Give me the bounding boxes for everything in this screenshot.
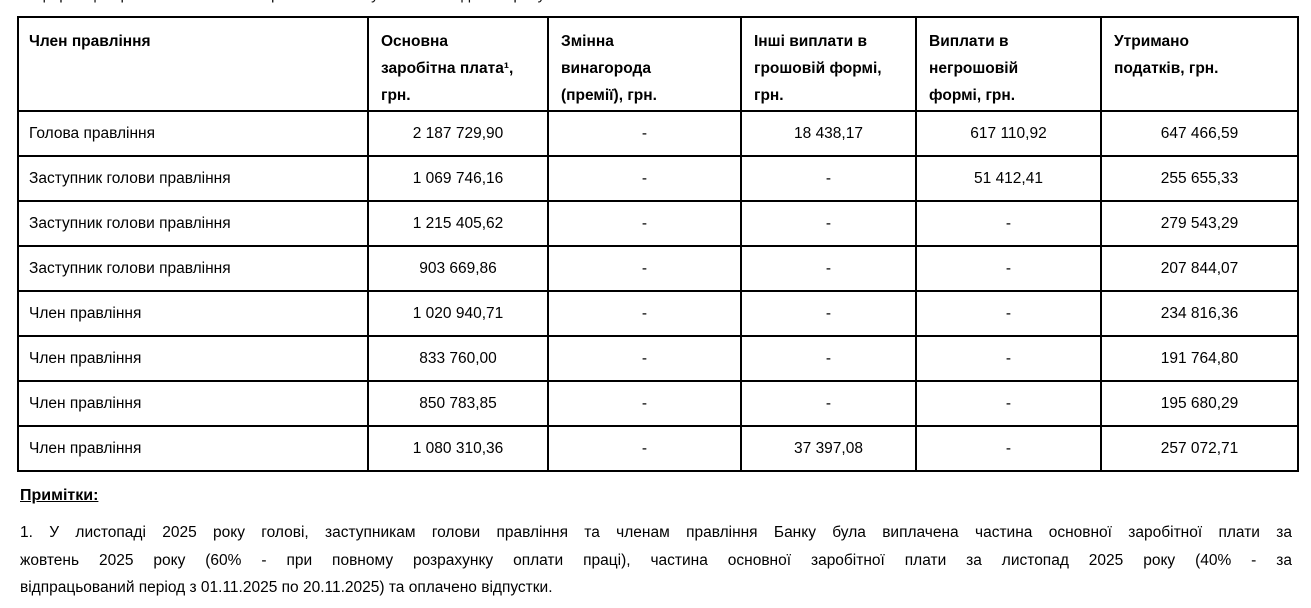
col-header-board-member: Член правління <box>17 16 369 112</box>
base-salary-cell: 850 783,85 <box>367 380 549 427</box>
other-cash-cell: - <box>740 290 917 337</box>
variable-remuneration-cell: - <box>547 155 742 202</box>
note-1: 1. У листопаді 2025 року голові, заступн… <box>20 519 1292 602</box>
variable-remuneration-cell: - <box>547 380 742 427</box>
noncash-cell: 51 412,41 <box>915 155 1102 202</box>
header-line: винагорода <box>561 60 651 77</box>
member-title-cell: Голова правління <box>17 110 369 157</box>
notes-title: Примітки: <box>20 487 99 504</box>
table-row: Голова правління 2 187 729,90 - 18 438,1… <box>17 110 1299 157</box>
base-salary-cell: 1 020 940,71 <box>367 290 549 337</box>
header-line: заробітна плата¹, <box>381 60 514 77</box>
member-title-cell: Член правління <box>17 425 369 472</box>
table-row: Заступник голови правління 1 069 746,16 … <box>17 155 1299 202</box>
base-salary-cell: 1 215 405,62 <box>367 200 549 247</box>
header-line: формі, грн. <box>929 87 1016 104</box>
noncash-cell: - <box>915 290 1102 337</box>
variable-remuneration-cell: - <box>547 245 742 292</box>
member-title-cell: Член правління <box>17 290 369 337</box>
variable-remuneration-cell: - <box>547 110 742 157</box>
member-title-cell: Заступник голови правління <box>17 200 369 247</box>
header-line: Член правління <box>29 33 151 50</box>
col-header-other-cash-payments: Інші виплати в грошовій формі, грн. <box>740 16 917 112</box>
taxes-cell: 191 764,80 <box>1100 335 1299 382</box>
col-header-noncash-payments: Виплати в негрошовій формі, грн. <box>915 16 1102 112</box>
base-salary-cell: 903 669,86 <box>367 245 549 292</box>
member-title-cell: Заступник голови правління <box>17 245 369 292</box>
variable-remuneration-cell: - <box>547 200 742 247</box>
member-title-cell: Заступник голови правління <box>17 155 369 202</box>
header-line: негрошовій <box>929 60 1019 77</box>
other-cash-cell: - <box>740 380 917 427</box>
taxes-cell: 234 816,36 <box>1100 290 1299 337</box>
table-header-row: Член правління Основна заробітна плата¹,… <box>17 16 1299 112</box>
variable-remuneration-cell: - <box>547 335 742 382</box>
header-line: Інші виплати в <box>754 33 868 50</box>
base-salary-cell: 833 760,00 <box>367 335 549 382</box>
header-line: Змінна <box>561 33 614 50</box>
clipped-caption: Інформація про виплати членам правління … <box>25 0 545 4</box>
other-cash-cell: 18 438,17 <box>740 110 917 157</box>
member-title-cell: Член правління <box>17 335 369 382</box>
header-line: грн. <box>381 87 411 104</box>
taxes-cell: 195 680,29 <box>1100 380 1299 427</box>
other-cash-cell: - <box>740 245 917 292</box>
col-header-variable-remuneration: Змінна винагорода (премії), грн. <box>547 16 742 112</box>
table-row: Член правління 833 760,00 - - - 191 764,… <box>17 335 1299 382</box>
note-line: відпрацьований період з 01.11.2025 по 20… <box>20 579 553 596</box>
variable-remuneration-cell: - <box>547 290 742 337</box>
col-header-taxes-withheld: Утримано податків, грн. <box>1100 16 1299 112</box>
header-line: грн. <box>754 87 784 104</box>
other-cash-cell: - <box>740 200 917 247</box>
taxes-cell: 207 844,07 <box>1100 245 1299 292</box>
taxes-cell: 647 466,59 <box>1100 110 1299 157</box>
noncash-cell: - <box>915 425 1102 472</box>
note-line: жовтень 2025 року (60% - при повному роз… <box>20 551 1292 569</box>
table-row: Член правління 850 783,85 - - - 195 680,… <box>17 380 1299 427</box>
table-row: Член правління 1 020 940,71 - - - 234 81… <box>17 290 1299 337</box>
col-header-base-salary: Основна заробітна плата¹, грн. <box>367 16 549 112</box>
other-cash-cell: - <box>740 155 917 202</box>
taxes-cell: 279 543,29 <box>1100 200 1299 247</box>
member-title-cell: Член правління <box>17 380 369 427</box>
base-salary-cell: 2 187 729,90 <box>367 110 549 157</box>
taxes-cell: 255 655,33 <box>1100 155 1299 202</box>
noncash-cell: - <box>915 245 1102 292</box>
noncash-cell: - <box>915 200 1102 247</box>
noncash-cell: - <box>915 335 1102 382</box>
other-cash-cell: 37 397,08 <box>740 425 917 472</box>
variable-remuneration-cell: - <box>547 425 742 472</box>
table-row: Член правління 1 080 310,36 - 37 397,08 … <box>17 425 1299 472</box>
base-salary-cell: 1 080 310,36 <box>367 425 549 472</box>
board-payments-table: Член правління Основна заробітна плата¹,… <box>17 16 1299 472</box>
header-line: Виплати в <box>929 33 1009 50</box>
other-cash-cell: - <box>740 335 917 382</box>
base-salary-cell: 1 069 746,16 <box>367 155 549 202</box>
header-line: (премії), грн. <box>561 87 657 104</box>
noncash-cell: - <box>915 380 1102 427</box>
header-line: Основна <box>381 33 449 50</box>
header-line: податків, грн. <box>1114 60 1219 77</box>
noncash-cell: 617 110,92 <box>915 110 1102 157</box>
table-row: Заступник голови правління 903 669,86 - … <box>17 245 1299 292</box>
taxes-cell: 257 072,71 <box>1100 425 1299 472</box>
header-line: грошовій формі, <box>754 60 882 77</box>
table-row: Заступник голови правління 1 215 405,62 … <box>17 200 1299 247</box>
note-line: 1. У листопаді 2025 року голові, заступн… <box>20 524 1292 541</box>
header-line: Утримано <box>1114 33 1189 50</box>
